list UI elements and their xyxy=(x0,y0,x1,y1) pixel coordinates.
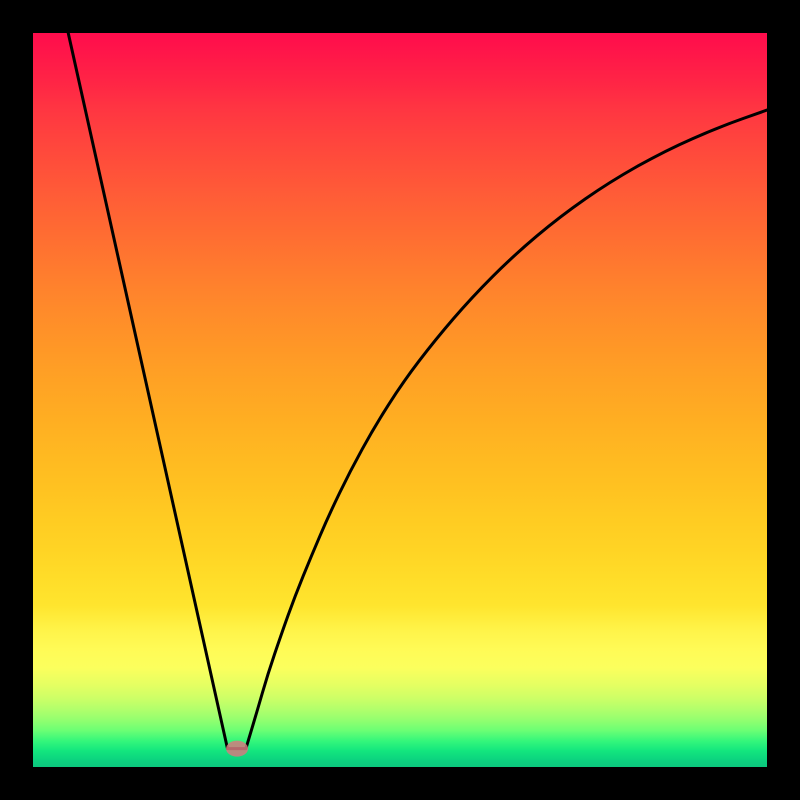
chart-plot-area xyxy=(33,33,767,767)
chart-background-gradient xyxy=(33,33,767,767)
chart-svg xyxy=(33,33,767,767)
watermark-text: TheBottleneck.com xyxy=(593,6,786,32)
optimum-marker xyxy=(226,741,248,757)
